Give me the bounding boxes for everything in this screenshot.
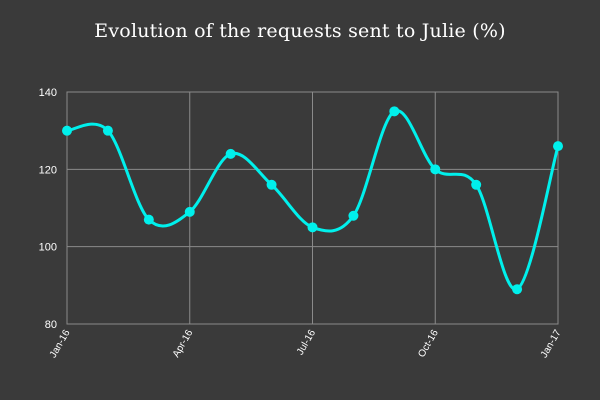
y-tick-label: 80 <box>45 319 57 331</box>
y-tick-label: 100 <box>39 242 57 254</box>
data-point <box>430 164 441 175</box>
data-point <box>143 214 154 225</box>
data-point <box>471 179 482 190</box>
data-point <box>266 179 277 190</box>
data-point <box>307 222 318 233</box>
y-tick-label: 120 <box>39 164 57 176</box>
y-tick-label: 140 <box>39 87 57 99</box>
data-point <box>225 148 236 159</box>
data-point <box>512 284 523 295</box>
x-tick-label: Oct-16 <box>416 328 441 360</box>
x-tick-label: Jan-16 <box>48 328 73 360</box>
x-tick-label: Jul-16 <box>295 328 318 357</box>
x-tick-label: Jan-17 <box>539 328 564 360</box>
data-point <box>389 106 400 117</box>
data-point <box>348 210 359 221</box>
data-point <box>184 206 195 217</box>
chart-title: Evolution of the requests sent to Julie … <box>94 20 506 42</box>
x-tick-label: Apr-16 <box>171 328 196 360</box>
data-point <box>62 125 72 136</box>
data-point <box>553 141 563 152</box>
data-point <box>102 125 113 136</box>
